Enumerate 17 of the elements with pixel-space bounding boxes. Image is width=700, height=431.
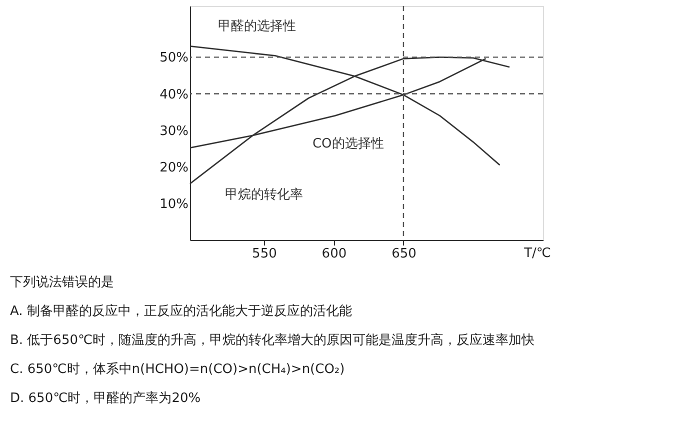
- y-tick-label: 20%: [160, 160, 188, 176]
- x-axis-title: T/℃: [523, 246, 551, 261]
- text: B. 低于650℃时，随温度的升高，甲烷的转化率增大的原因可能是温度升高，反应速率加快: [10, 332, 535, 348]
- y-tick-label: 40%: [160, 87, 188, 102]
- series-label: 甲醛的选择性: [218, 19, 296, 34]
- y-tick-label: 10%: [160, 196, 188, 212]
- x-tick-label: 550: [252, 246, 277, 262]
- text: C. 650℃时，体系中n(HCHO)=n(CO)>n(CH₄)>n(CO₂): [10, 362, 345, 377]
- series-label: CO的选择性: [312, 136, 384, 152]
- text: D. 650℃时，甲醛的产率为20%: [10, 390, 201, 406]
- text: 下列说法错误的是: [10, 275, 114, 290]
- x-tick-label: 600: [322, 246, 347, 262]
- text: A. 制备甲醛的反应中，正反应的活化能大于逆反应的活化能: [10, 303, 352, 319]
- y-tick-label: 50%: [160, 50, 188, 66]
- x-tick-label: 650: [392, 246, 416, 262]
- series-label: 甲烷的转化率: [224, 186, 303, 202]
- y-tick-label: 30%: [160, 124, 188, 139]
